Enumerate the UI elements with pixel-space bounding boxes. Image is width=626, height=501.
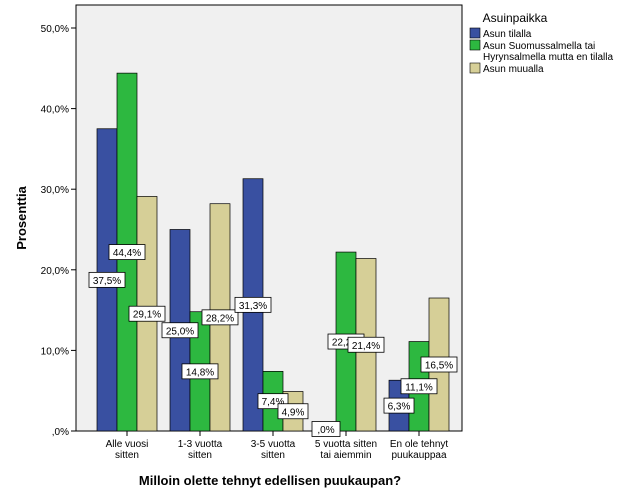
legend-label: Hyrynsalmella mutta en tilalla [483,52,613,63]
legend-swatch [469,62,481,74]
data-label-box [108,244,146,260]
x-axis-title: Milloin olette tehnyt edellisen puukaupa… [139,473,401,488]
x-tick-label: En ole tehnyt [390,439,449,450]
x-tick-label: 3-5 vuotta [251,439,296,450]
data-label: 37,5% [93,276,121,287]
x-tick-label: tai aiemmin [320,450,371,461]
x-tick-label: sitten [188,450,212,461]
data-label-box [88,271,126,288]
data-label: 44,4% [113,248,141,259]
y-axis-title: Prosenttia [14,185,29,249]
data-label: 29,1% [133,310,161,321]
legend-swatch [469,39,481,51]
legend-title: Asuinpaikka [483,11,548,25]
data-label-box [383,397,415,414]
legend-label: Asun muualla [483,64,544,75]
data-label-box [181,363,219,380]
x-tick-label: sitten [261,450,285,461]
x-tick-label: 5 vuotta sitten [315,439,377,450]
x-tick-label: Alle vuosi [106,439,149,450]
data-label: 22,2% [332,338,360,349]
data-label: 4,9% [282,407,305,418]
data-label: 21,4% [352,341,380,352]
data-label: 14,8% [186,367,214,378]
x-tick-label: 1-3 vuotta [178,439,223,450]
data-label: 31,3% [239,301,267,312]
data-label-box [234,296,272,313]
y-tick-label: 20,0% [41,266,69,277]
data-label-box [161,322,199,339]
data-labels-layer: 37,5% 44,4% 29,1% 25,0% 14,8% 28,2% 31,3% 7,4%4… [88,244,458,437]
data-label: 11,1% [405,382,433,393]
data-label-box [400,378,438,395]
data-label: ,0% [317,425,334,436]
data-label-box [420,356,458,373]
legend-swatch [469,27,481,39]
data-label-box [128,305,166,322]
data-label-box [311,421,341,437]
data-label-box [277,403,309,420]
data-label-box [347,336,385,353]
legend-label: Asun tilalla [483,29,532,40]
data-label: 25,0% [166,326,194,337]
y-tick-label: 40,0% [41,105,69,116]
data-label: 28,2% [206,313,234,324]
x-tick-label: sitten [115,450,139,461]
data-label: 7,4% [262,397,285,408]
y-tick-label: 30,0% [41,185,69,196]
x-tick-label: puukauppaa [391,450,446,461]
y-axis-ticks: ,0% 10,0% 20,0% 30,0% 40,0% 50,0% [41,24,76,438]
data-label: 6,3% [388,402,411,413]
data-label: 16,5% [425,361,453,372]
legend-label: Asun Suomussalmella tai [483,41,595,52]
y-tick-label: ,0% [52,427,69,438]
y-tick-label: 50,0% [41,24,69,35]
data-label-box [201,309,239,326]
y-tick-label: 10,0% [41,346,69,357]
